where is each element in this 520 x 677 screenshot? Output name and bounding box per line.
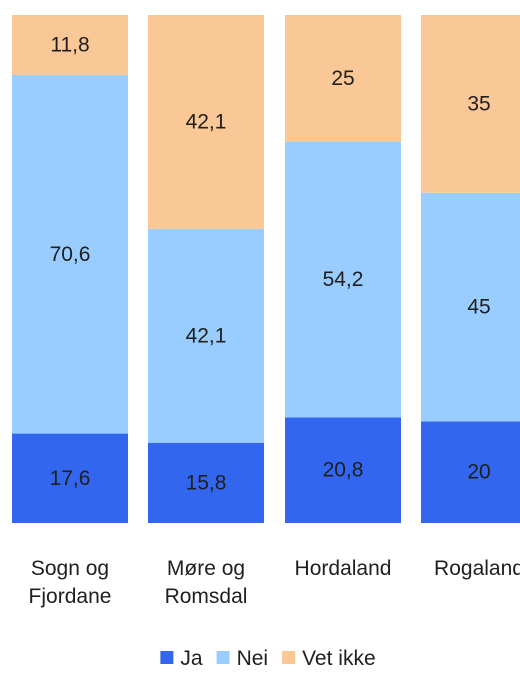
bar-segment-ja-møre-og-romsdal [148, 442, 264, 523]
data-label-ja-møre-og-romsdal: 15,8 [186, 471, 227, 494]
legend: Ja Nei Vet ikke [160, 647, 376, 670]
data-label-vet-ikke-sogn-og-fjordane: 11,8 [50, 33, 89, 56]
category-label-line: Romsdal [165, 585, 248, 608]
data-label-nei-møre-og-romsdal: 42,1 [186, 324, 227, 347]
legend-label-vet-ikke: Vet ikke [302, 647, 376, 670]
data-labels-layer: 17,6 70,6 11,8 15,8 42,1 42,1 20,8 54,2 25 20 45 35 [50, 33, 491, 494]
category-label-møre-og-romsdal: Møre og Romsdal [165, 557, 248, 608]
bar-segment-ja-rogaland [421, 421, 520, 523]
bar-segment-vet-ikke-sogn-og-fjordane [12, 15, 128, 75]
bar-segment-vet-ikke-møre-og-romsdal [148, 15, 264, 229]
data-label-ja-sogn-og-fjordane: 17,6 [50, 467, 91, 490]
category-label-line: Rogaland [434, 557, 520, 580]
category-label-hordaland: Hordaland [295, 557, 392, 580]
category-label-line: Fjordane [29, 585, 112, 608]
data-label-nei-hordaland: 54,2 [323, 268, 364, 291]
bar-segment-nei-rogaland [421, 192, 520, 422]
data-label-nei-sogn-og-fjordane: 70,6 [50, 243, 91, 266]
category-label-rogaland: Rogaland [434, 557, 520, 580]
bar-segment-ja-hordaland [285, 417, 401, 523]
legend-swatch-nei [216, 651, 230, 664]
bars-layer [12, 15, 520, 523]
category-label-line: Sogn og [31, 557, 109, 580]
bar-segment-nei-hordaland [285, 142, 401, 418]
bar-segment-vet-ikke-rogaland [421, 15, 520, 193]
category-label-line: Møre og [167, 557, 245, 580]
data-label-nei-rogaland: 45 [467, 296, 490, 319]
bar-segment-nei-sogn-og-fjordane [12, 74, 128, 434]
bar-segment-vet-ikke-hordaland [285, 15, 401, 142]
data-label-vet-ikke-møre-og-romsdal: 42,1 [186, 110, 227, 133]
category-label-sogn-og-fjordane: Sogn og Fjordane [29, 557, 112, 608]
legend-swatch-ja [160, 651, 174, 664]
legend-label-ja: Ja [180, 647, 203, 670]
legend-swatch-vet-ikke [282, 651, 296, 664]
data-label-vet-ikke-rogaland: 35 [467, 92, 490, 115]
bar-segment-ja-sogn-og-fjordane [12, 433, 128, 523]
bar-segment-nei-møre-og-romsdal [148, 228, 264, 443]
data-label-ja-rogaland: 20 [467, 461, 490, 484]
data-label-ja-hordaland: 20,8 [323, 459, 364, 482]
category-axis: Sogn og Fjordane Møre og Romsdal Hordaland Ro… [29, 557, 520, 608]
data-label-vet-ikke-hordaland: 25 [331, 67, 354, 90]
legend-label-nei: Nei [237, 647, 269, 670]
category-label-line: Hordaland [295, 557, 392, 580]
